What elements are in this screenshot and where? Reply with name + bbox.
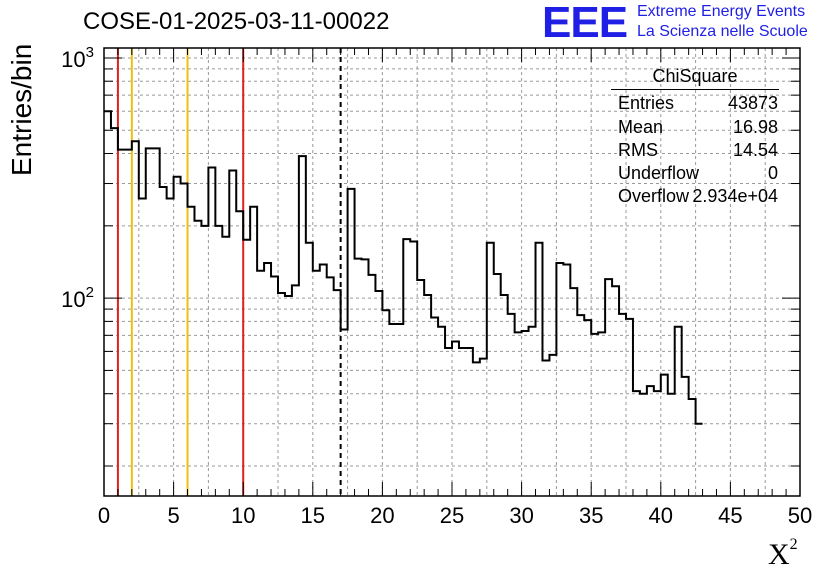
- stats-box: ChiSquare Entries 43873 Mean 16.98 RMS 1…: [611, 66, 779, 206]
- x-tick-label: 45: [718, 503, 742, 528]
- y-tick-label: 103: [61, 44, 94, 72]
- histogram-series: [104, 110, 703, 425]
- x-tick-label: 25: [440, 503, 464, 528]
- eee-logo-subtitle-1: Extreme Energy Events: [637, 3, 806, 20]
- chart-title: COSE-01-2025-03-11-00022: [83, 8, 390, 35]
- stats-value: 43873: [727, 93, 778, 113]
- stats-value: 14.54: [732, 140, 778, 160]
- stats-value: 16.98: [732, 117, 778, 137]
- x-tick-label: 10: [231, 503, 255, 528]
- stats-label: Mean: [618, 117, 664, 137]
- y-tick-label-exponent: 2: [86, 284, 94, 301]
- y-axis-label: Entries/bin: [6, 43, 37, 176]
- stats-box-title: ChiSquare: [652, 66, 738, 86]
- x-tick-label: 50: [788, 503, 812, 528]
- stats-label: Underflow: [618, 163, 700, 183]
- stats-box-divider: [611, 89, 779, 90]
- x-tick-label: 5: [167, 503, 179, 528]
- y-tick-label-exponent: 3: [86, 44, 94, 61]
- stats-label: Overflow: [618, 186, 690, 206]
- x-tick-label: 0: [98, 503, 110, 528]
- x-tick-label: 30: [509, 503, 533, 528]
- eee-logo-subtitle-2: La Scienza nelle Scuole: [637, 23, 808, 40]
- x-tick-label: 40: [649, 503, 673, 528]
- stats-value: 0: [767, 163, 778, 183]
- x-tick-label: 20: [370, 503, 394, 528]
- x-axis-label: X2: [768, 536, 798, 572]
- x-tick-label: 15: [301, 503, 325, 528]
- x-axis-label-exponent: 2: [789, 536, 798, 553]
- eee-logo: EEE: [542, 0, 628, 47]
- y-tick-label: 102: [61, 284, 94, 312]
- x-tick-label: 35: [579, 503, 603, 528]
- stats-label: RMS: [618, 140, 658, 160]
- stats-label: Entries: [618, 93, 675, 113]
- stats-value: 2.934e+04: [692, 186, 778, 206]
- x-axis-label-base: X: [768, 538, 790, 571]
